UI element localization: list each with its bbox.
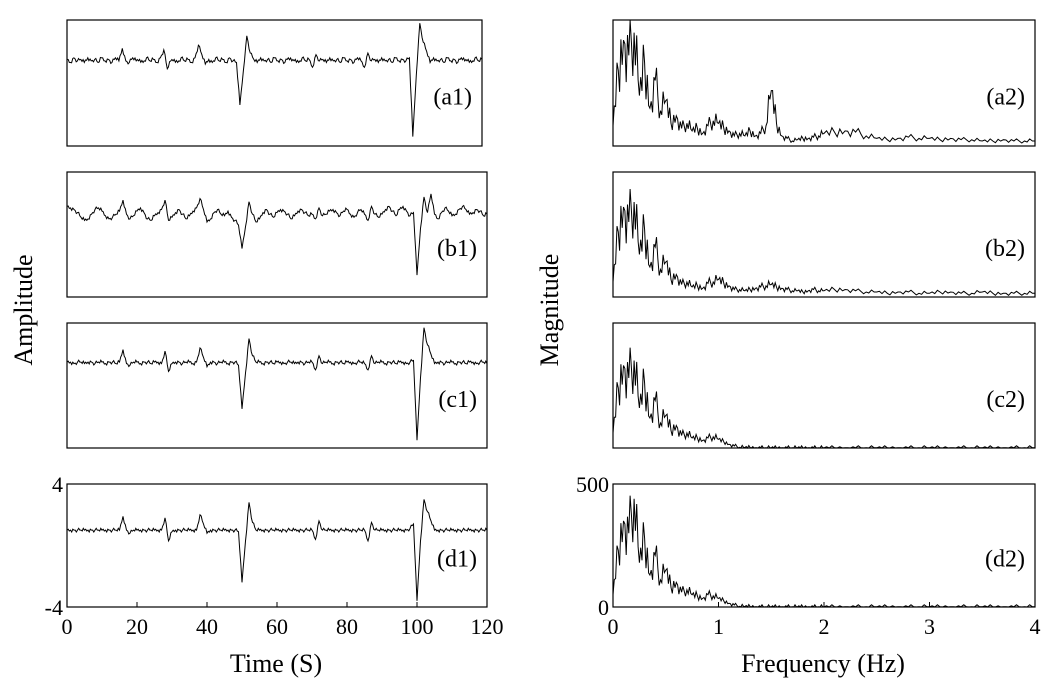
plot-frame (66, 322, 488, 449)
plot-frame (66, 19, 483, 147)
x-tick-label: 120 (471, 614, 504, 639)
panel-d2: (d2) 0 500 0 1 2 3 4 (576, 472, 1041, 639)
x-tick-label: 3 (924, 614, 935, 639)
series-line-c1 (66, 327, 488, 441)
x-tick-label: 40 (196, 614, 218, 639)
series-line-a1 (66, 23, 483, 137)
x-tick-label: 4 (1030, 614, 1041, 639)
x-tick-label: 80 (336, 614, 358, 639)
panel-a2: (a2) (612, 19, 1036, 147)
x-tick-label: 60 (266, 614, 288, 639)
panel-d1: (d1)-440 20 40 60 80 100 120 (45, 472, 504, 639)
series-line-c2 (612, 347, 1035, 449)
panel-label: (a2) (986, 84, 1025, 110)
panel-label: (d2) (985, 546, 1025, 572)
panel-c2: (c2) (612, 322, 1036, 449)
x-tick-label: 0 (608, 614, 619, 639)
series-line-b1 (66, 193, 488, 276)
panel-label: (a1) (433, 84, 472, 110)
series-line-d1 (66, 499, 488, 601)
plot-frame (612, 19, 1036, 147)
panel-label: (b2) (985, 236, 1025, 262)
plot-frame (66, 171, 488, 298)
left-y-axis-label: Amplitude (9, 254, 38, 365)
panel-label: (d1) (437, 546, 477, 572)
x-tick-label: 2 (819, 614, 830, 639)
panel-b1: (b1) (66, 171, 488, 298)
right-x-axis-label: Frequency (Hz) (741, 649, 905, 678)
panel-c1: (c1) (66, 322, 488, 449)
y-tick-label: 500 (576, 472, 609, 497)
x-tick-label: 1 (713, 614, 724, 639)
y-tick-label: 0 (598, 595, 609, 620)
plot-frame (612, 322, 1036, 449)
panel-label: (b1) (437, 236, 477, 262)
right-y-axis-label: Magnitude (535, 254, 564, 367)
x-tick-label: 20 (126, 614, 148, 639)
y-tick-label: -4 (45, 595, 63, 620)
x-tick-label: 100 (401, 614, 434, 639)
series-line-a2 (612, 19, 1035, 144)
x-tick-label: 0 (62, 614, 73, 639)
panels: (a1) (a2)(b1) (b2)(c1) (c2)(d1)-440 20 40 60 80… (45, 19, 1041, 639)
y-tick-label: 4 (52, 472, 63, 497)
series-line-b2 (612, 188, 1035, 296)
panel-label: (c1) (438, 387, 477, 413)
plot-frame (612, 483, 1036, 608)
plot-frame (612, 171, 1036, 298)
panel-b2: (b2) (612, 171, 1036, 298)
panel-a1: (a1) (66, 19, 483, 147)
panel-label: (c2) (986, 387, 1025, 413)
series-line-d2 (612, 495, 1035, 608)
left-x-axis-label: Time (S) (230, 649, 322, 678)
